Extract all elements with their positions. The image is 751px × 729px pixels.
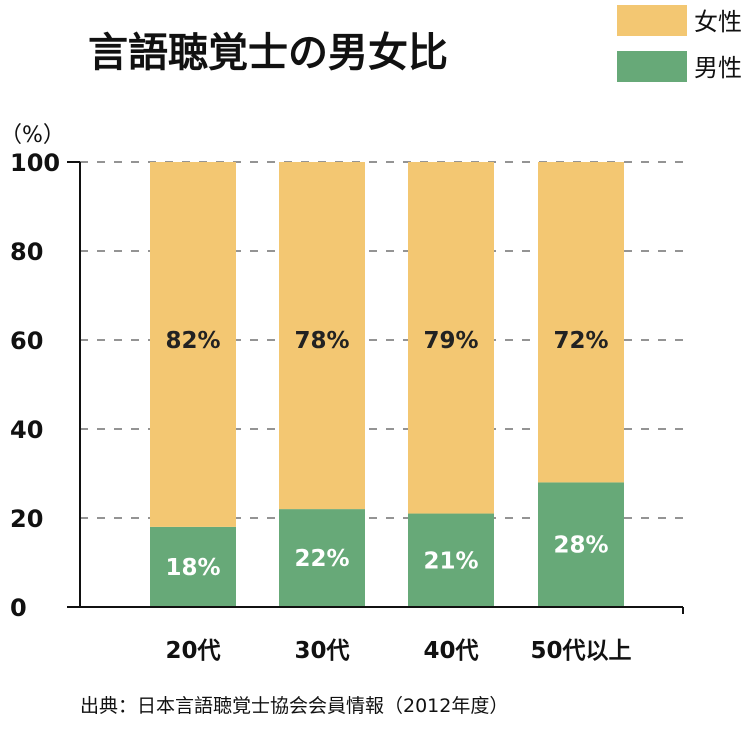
y-tick-label: 40 bbox=[10, 416, 43, 444]
axes bbox=[67, 161, 684, 614]
category-labels: 20代 30代 40代 50代以上 bbox=[165, 638, 631, 664]
bar-segment bbox=[408, 162, 494, 514]
data-label: 21% bbox=[423, 548, 478, 574]
source-note: 出典：日本言語聴覚士協会会員情報（2012年度） bbox=[80, 695, 508, 717]
bar-segment bbox=[279, 509, 365, 607]
y-tick-label: 100 bbox=[10, 149, 60, 177]
data-label: 72% bbox=[553, 328, 608, 354]
data-label: 22% bbox=[294, 546, 349, 572]
y-tick-label: 60 bbox=[10, 327, 43, 355]
bar-segment bbox=[538, 482, 624, 607]
bar-segment bbox=[150, 526, 236, 607]
category-label: 30代 bbox=[294, 638, 349, 664]
y-tick-label: 80 bbox=[10, 238, 43, 266]
bar-segment bbox=[408, 513, 494, 607]
legend-label: 男性 bbox=[694, 54, 742, 82]
legend-swatch bbox=[617, 51, 687, 82]
category-label: 50代以上 bbox=[530, 638, 631, 664]
chart-title: 言語聴覚士の男女比 bbox=[88, 30, 448, 76]
category-label: 20代 bbox=[165, 638, 220, 664]
legend-label: 女性 bbox=[694, 8, 742, 36]
y-axis-unit: （%） bbox=[0, 123, 65, 148]
data-label: 82% bbox=[165, 328, 220, 354]
legend-swatch bbox=[617, 5, 687, 36]
bars: 18% 82% 22% 78% 21% 79% 28% 72% bbox=[150, 162, 624, 607]
data-label: 28% bbox=[553, 533, 608, 559]
y-tick-labels: 0 20 40 60 80 100 bbox=[10, 149, 60, 622]
y-tick-label: 20 bbox=[10, 505, 43, 533]
data-label: 18% bbox=[165, 555, 220, 581]
y-tick-label: 0 bbox=[10, 594, 27, 622]
bar-segment bbox=[538, 162, 624, 483]
data-label: 79% bbox=[423, 328, 478, 354]
category-label: 40代 bbox=[423, 638, 478, 664]
bar-segment bbox=[279, 162, 365, 510]
data-label: 78% bbox=[294, 328, 349, 354]
bar-segment bbox=[150, 162, 236, 527]
